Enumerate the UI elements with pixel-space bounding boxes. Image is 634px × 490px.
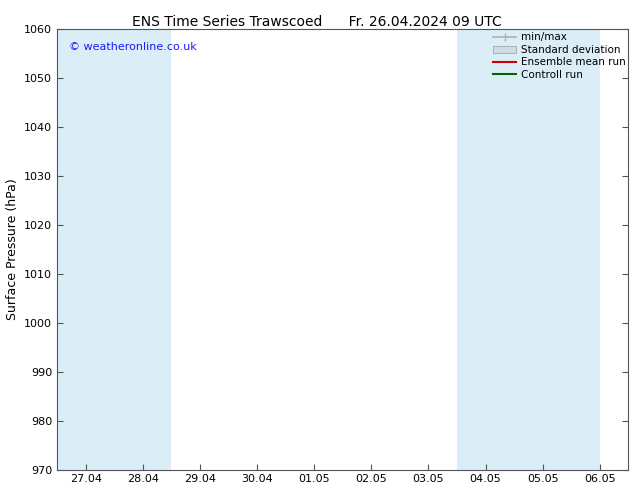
Bar — [457, 29, 514, 469]
Bar — [514, 29, 571, 469]
Bar — [114, 29, 171, 469]
Text: ENS Time Series Trawscoed      Fr. 26.04.2024 09 UTC: ENS Time Series Trawscoed Fr. 26.04.2024… — [132, 15, 502, 29]
Bar — [57, 29, 114, 469]
Text: © weatheronline.co.uk: © weatheronline.co.uk — [68, 42, 197, 52]
Legend: min/max, Standard deviation, Ensemble mean run, Controll run: min/max, Standard deviation, Ensemble me… — [493, 32, 625, 80]
Bar — [571, 29, 600, 469]
Y-axis label: Surface Pressure (hPa): Surface Pressure (hPa) — [6, 178, 18, 320]
